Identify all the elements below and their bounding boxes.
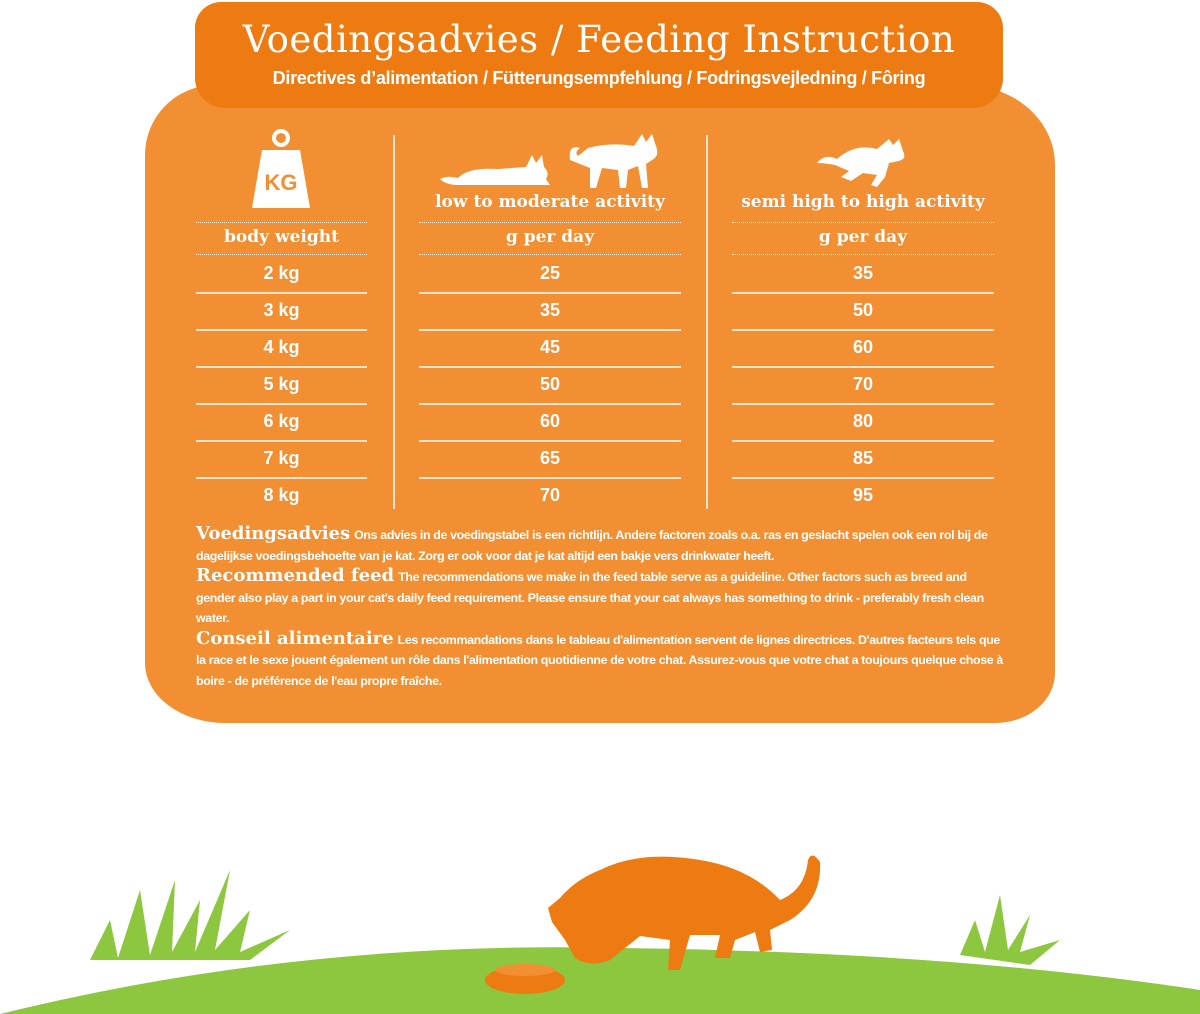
title-banner: Voedingsadvies / Feeding Instruction Dir…: [195, 2, 1003, 108]
grass-tuft-icon: [960, 895, 1060, 965]
col-body-weight-header: body weight: [224, 227, 339, 247]
cell-high-activity: 70: [852, 374, 874, 394]
cell-high-activity: 85: [852, 448, 874, 468]
grass-tuft-icon: [90, 870, 290, 960]
row-divider: [196, 329, 367, 331]
row-divider: [732, 329, 994, 331]
cell-high-activity: 95: [852, 485, 874, 505]
cell-low-activity: 35: [539, 300, 561, 320]
note-french: Conseil alimentaire Les recommandations d…: [196, 627, 1008, 692]
cell-low-activity: 45: [539, 337, 561, 357]
cell-body-weight: 6 kg: [263, 411, 300, 431]
column-divider: [706, 135, 708, 509]
row-divider: [196, 477, 367, 479]
cell-high-activity: 50: [852, 300, 874, 320]
cell-body-weight: 3 kg: [263, 300, 300, 320]
row-divider: [196, 292, 367, 294]
row-divider: [732, 366, 994, 368]
note-text: The recommendations we make in the feed …: [196, 570, 984, 625]
row-divider: [732, 477, 994, 479]
col-low-activity-header: low to moderate activity: [435, 192, 665, 212]
weight-icon-label: KG: [265, 170, 298, 195]
running-cat-icon: [817, 139, 905, 187]
row-divider: [732, 440, 994, 442]
row-divider: [732, 292, 994, 294]
note-heading: Voedingsadvies: [196, 523, 351, 544]
row-divider: [419, 292, 681, 294]
cell-high-activity: 80: [852, 411, 874, 431]
col-high-unit: g per day: [818, 227, 908, 247]
row-divider: [419, 403, 681, 405]
eating-cat-icon: [548, 855, 821, 970]
cell-body-weight: 2 kg: [263, 263, 300, 283]
dotted-divider: [196, 222, 367, 223]
row-divider: [196, 366, 367, 368]
standing-cat-icon: [569, 134, 658, 188]
dotted-divider: [419, 254, 681, 255]
grass-scene: [0, 855, 1200, 1014]
row-divider: [196, 440, 367, 442]
col-high-activity-header: semi high to high activity: [741, 192, 985, 212]
dotted-divider: [732, 222, 994, 223]
note-dutch: Voedingsadvies Ons advies in de voedingst…: [196, 523, 1008, 566]
row-divider: [419, 366, 681, 368]
cell-low-activity: 60: [539, 411, 561, 431]
row-divider: [419, 329, 681, 331]
note-english: Recommended feed The recommendations we m…: [196, 565, 1008, 629]
note-text: Les recommandations dans le tableau d'al…: [196, 632, 1003, 688]
cell-body-weight: 8 kg: [263, 485, 300, 505]
page-title: Voedingsadvies / Feeding Instruction: [242, 18, 956, 61]
cell-body-weight: 5 kg: [263, 374, 300, 394]
note-text: Ons advies in de voedingstabel is een ri…: [196, 528, 988, 563]
row-divider: [419, 477, 681, 479]
dotted-divider: [196, 254, 367, 255]
lying-cat-icon: [440, 155, 550, 185]
grass-hill: [0, 947, 1200, 1014]
cell-high-activity: 60: [852, 337, 874, 357]
note-heading: Conseil alimentaire: [196, 627, 394, 649]
cell-low-activity: 50: [539, 374, 561, 394]
page-subtitle: Directives d’alimentation / Fütterungsem…: [272, 68, 926, 88]
dotted-divider: [732, 254, 994, 255]
column-divider: [393, 135, 395, 509]
feeding-notes: Voedingsadvies Ons advies in de voedingst…: [196, 523, 1008, 692]
cell-low-activity: 65: [539, 448, 561, 468]
cell-low-activity: 70: [539, 485, 561, 505]
row-divider: [419, 440, 681, 442]
col-low-unit: g per day: [505, 227, 595, 247]
cell-low-activity: 25: [539, 263, 561, 283]
dotted-divider: [419, 222, 681, 223]
weight-kg-icon: KG: [252, 129, 310, 208]
row-divider: [732, 403, 994, 405]
note-heading: Recommended feed: [196, 565, 395, 586]
cell-body-weight: 4 kg: [263, 337, 300, 357]
cell-body-weight: 7 kg: [263, 448, 300, 468]
row-divider: [196, 403, 367, 405]
cell-high-activity: 35: [852, 263, 874, 283]
